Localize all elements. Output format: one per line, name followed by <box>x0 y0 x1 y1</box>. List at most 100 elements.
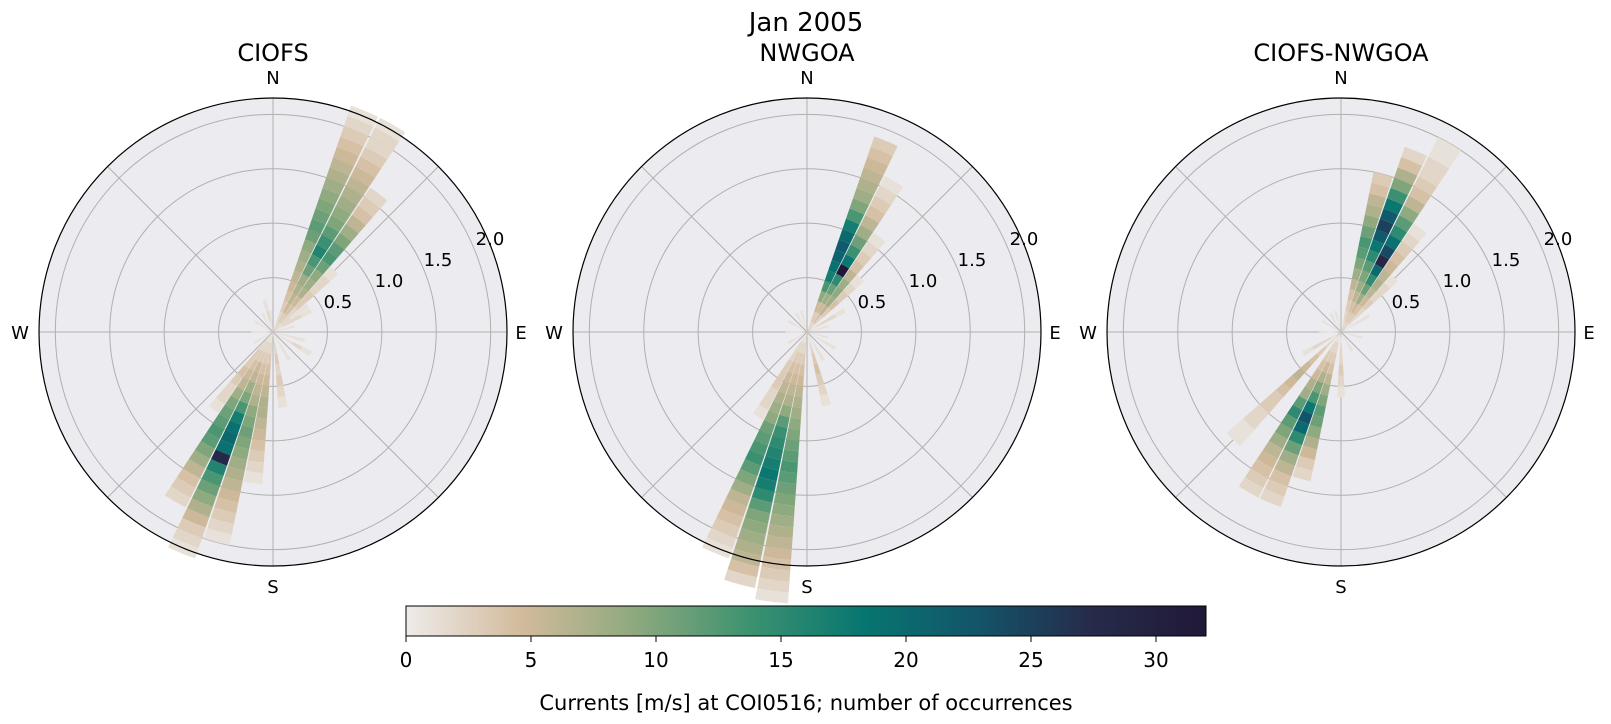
rose-bar-segment <box>316 234 334 251</box>
rose-bar-segment <box>301 291 314 304</box>
rose-bar-segment <box>1418 166 1444 187</box>
rose-bar-segment <box>807 332 818 336</box>
rose-bar-segment <box>1283 439 1303 456</box>
rose-bar-segment <box>1274 422 1293 440</box>
rose-bar-segment <box>315 259 331 275</box>
rose-bar-segment <box>276 374 284 387</box>
rose-bar-segment <box>744 507 771 524</box>
rose-bar-segment <box>260 312 269 323</box>
dir-label-w: W <box>1079 323 1097 344</box>
rose-bar-segment <box>224 395 240 410</box>
rose-bar-segment <box>834 307 846 318</box>
rose-bar-segment <box>1243 411 1262 430</box>
rose-bar-segment <box>1365 273 1378 287</box>
rose-bar-segment <box>811 341 820 352</box>
rose-bar-segment <box>863 157 889 176</box>
rose-bar-segment <box>292 283 304 296</box>
rose-bar-segment <box>1264 478 1288 497</box>
rose-bar-segment <box>767 524 794 539</box>
rose-bar-segment <box>855 224 874 242</box>
rose-bar-segment <box>182 508 210 528</box>
rose-bar-segment <box>1338 364 1344 376</box>
rose-bar-segment <box>1351 268 1362 281</box>
rose-bar-segment <box>855 250 872 267</box>
rose-bar-segment <box>1274 459 1295 477</box>
rose-bar-segment <box>340 126 369 147</box>
rose-bar-segment <box>1292 466 1313 482</box>
rose-bar-segment <box>290 270 302 284</box>
rose-bar-segment <box>303 277 316 291</box>
rose-bar-segment <box>836 263 850 278</box>
rose-bar-segment <box>1307 390 1320 405</box>
rose-bar-segment <box>355 156 382 178</box>
rose-bar-segment <box>230 373 243 387</box>
rose-bar-segment <box>221 476 243 492</box>
rose-bar-segment <box>797 325 807 332</box>
rose-bar-segment <box>1341 323 1350 332</box>
rose-bar-segment <box>243 470 264 484</box>
rose-bar-segment <box>1407 223 1427 242</box>
rose-bar-segment <box>234 400 249 415</box>
colorbar-tick-label: 10 <box>643 648 668 672</box>
grid-spoke <box>272 331 439 498</box>
rose-bar-segment <box>1349 278 1359 291</box>
rose-bar-segment <box>790 406 802 419</box>
rose-bar-segment <box>794 312 803 323</box>
rose-bar-segment <box>304 229 321 244</box>
rose-bar-segment <box>1401 232 1420 250</box>
rose-bar-segment <box>1302 400 1317 415</box>
rose-bar-segment <box>740 459 761 477</box>
rose-bar-segment <box>188 449 210 469</box>
rose-bar-segment <box>283 325 295 330</box>
rose-bar-segment <box>276 311 283 323</box>
colorbar-tick-label: 0 <box>400 648 413 672</box>
rose-bar-segment <box>248 393 260 407</box>
rose-bar-segment <box>850 274 865 289</box>
rose-bar-segment <box>837 277 850 291</box>
rose-bar-segment <box>194 440 215 459</box>
rose-bar-segment <box>1324 339 1334 349</box>
rose-bar-segment <box>1296 455 1315 471</box>
rose-bar-segment <box>277 396 288 408</box>
radial-tick-label: 2.0 <box>476 229 505 250</box>
rose-bar-segment <box>291 313 303 323</box>
rose-bar-segment <box>1300 360 1313 373</box>
rose-bar-segment <box>201 468 224 487</box>
colorbar-ticks: 0 5 10 15 20 25 30 <box>400 636 1169 672</box>
dir-label-e: E <box>1049 323 1060 344</box>
rose-bar-segment <box>1334 322 1341 332</box>
rose-bar-segment <box>797 341 804 353</box>
rose-bar-segment <box>275 364 282 376</box>
rose-bar-segment <box>1370 263 1384 278</box>
rose-bar-segment <box>843 268 857 283</box>
rose-bar-segment <box>1397 157 1423 176</box>
rose-bar-segment <box>1334 332 1341 342</box>
rose-bar-segment <box>327 241 345 259</box>
rose-bar-segment <box>254 350 264 362</box>
rose-bar-segment <box>1365 249 1380 264</box>
rose-bar-segment <box>280 315 290 325</box>
rose-bar-segment <box>1369 182 1390 198</box>
radial-tick-label: 0.5 <box>858 292 887 313</box>
rose-bar-segment <box>828 259 841 274</box>
rose-bar-segment <box>1334 310 1339 322</box>
rose-bar-segment <box>779 404 792 418</box>
dir-label-s: S <box>1335 577 1346 598</box>
rose-bar-segment <box>1288 429 1306 446</box>
rose-bar-segment <box>770 377 783 391</box>
rose-bar-segment <box>787 336 798 345</box>
rose-bar-segment <box>1387 187 1408 205</box>
rose-bar-segment <box>817 383 828 396</box>
rose-bar-segment <box>1308 353 1320 365</box>
rose-bar-segment <box>282 302 292 314</box>
rose-bar-segment <box>788 417 801 430</box>
rose-bar-segment <box>867 146 893 166</box>
rose-bar-segment <box>831 286 843 300</box>
rose-bar-segment <box>263 325 273 332</box>
rose-bar-segment <box>352 205 373 226</box>
rose-bar-segment <box>1365 286 1377 300</box>
rose-bar-segment <box>1321 361 1331 374</box>
rose-bar-segment <box>1399 205 1420 224</box>
rose-bar-segment <box>308 218 326 235</box>
rose-bar-segment <box>283 334 295 339</box>
